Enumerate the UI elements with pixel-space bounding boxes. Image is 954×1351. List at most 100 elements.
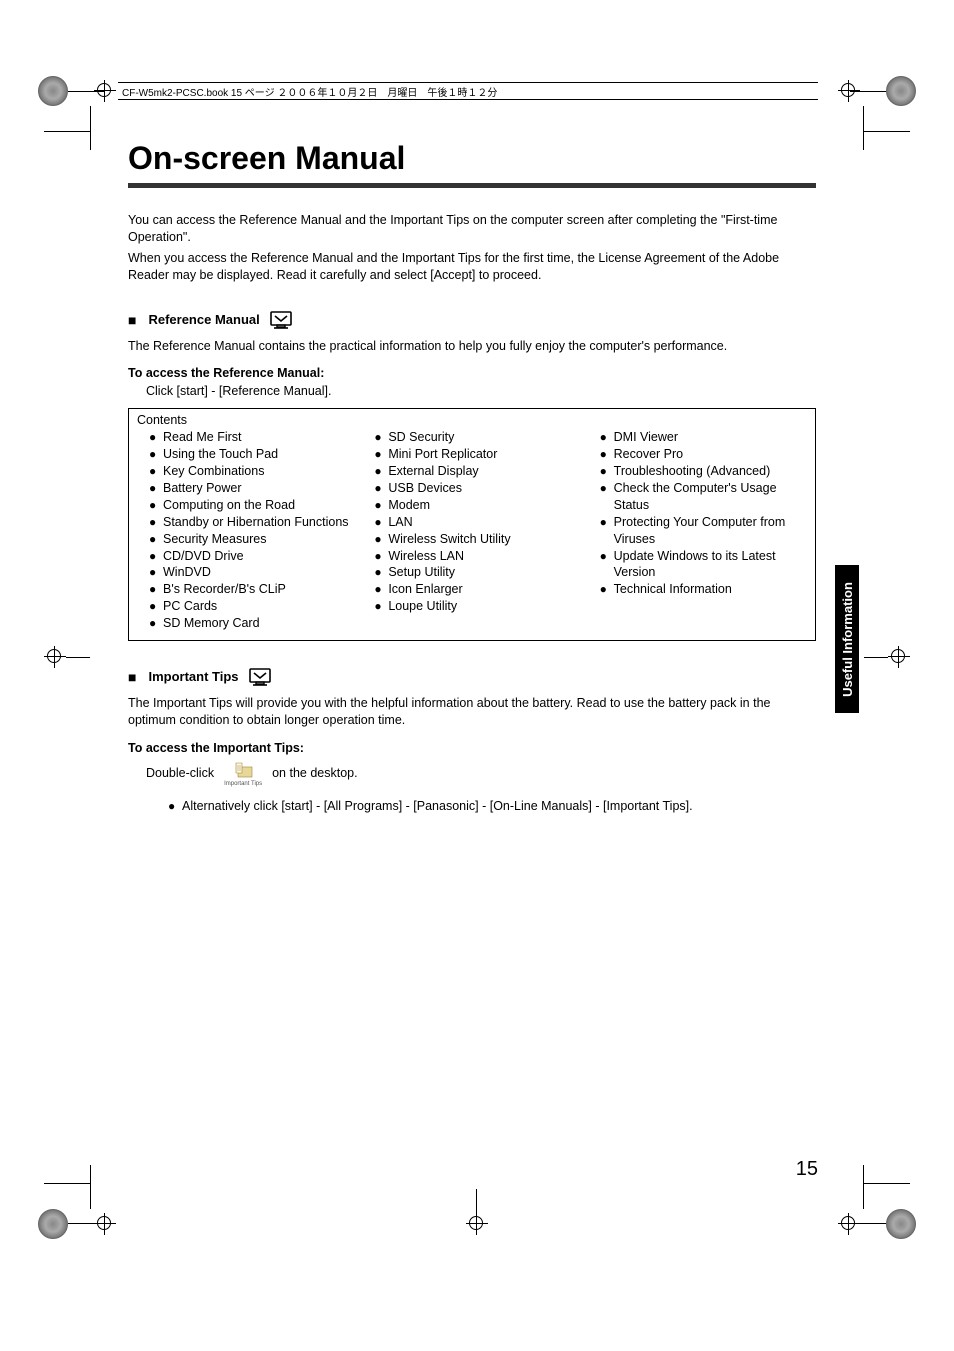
contents-item: ●External Display [362,463,581,480]
round-bullet-icon: ● [168,799,182,813]
round-bullet-icon: ● [374,531,388,548]
crop-target-tr [838,80,860,102]
round-bullet-icon: ● [149,446,163,463]
contents-item: ●B's Recorder/B's CLiP [137,581,356,598]
contents-item-text: Key Combinations [163,463,264,480]
page-number: 15 [796,1158,818,1181]
contents-item: ●Technical Information [588,581,807,598]
contents-item: ●Wireless Switch Utility [362,531,581,548]
contents-item: ●DMI Viewer [588,429,807,446]
contents-item: ●USB Devices [362,480,581,497]
double-click-line: Double-click Important Tips on the deskt… [146,759,816,787]
contents-item-text: Computing on the Road [163,497,295,514]
contents-item: ●Mini Port Replicator [362,446,581,463]
round-bullet-icon: ● [600,548,614,582]
crop-line [90,1165,91,1209]
round-bullet-icon: ● [374,429,388,446]
contents-item-text: LAN [388,514,412,531]
contents-item: ●Using the Touch Pad [137,446,356,463]
contents-item-text: SD Security [388,429,454,446]
crop-circle-tl [38,76,68,106]
contents-item-text: Loupe Utility [388,598,457,615]
crop-line [476,1189,477,1213]
print-header: CF-W5mk2-PCSC.book 15 ページ ２００６年１０月２日 月曜日… [118,82,818,100]
contents-item: ●SD Security [362,429,581,446]
crop-line [864,657,888,658]
contents-item-text: Security Measures [163,531,267,548]
contents-item: ●Read Me First [137,429,356,446]
crop-circle-br [886,1209,916,1239]
double-click-before: Double-click [146,766,214,780]
page-title: On-screen Manual [128,140,816,177]
contents-title: Contents [137,413,807,427]
round-bullet-icon: ● [149,615,163,632]
alternative-access-line: ● Alternatively click [start] - [All Pro… [168,799,816,813]
contents-item: ●PC Cards [137,598,356,615]
round-bullet-icon: ● [374,497,388,514]
crop-target-bc [466,1213,488,1235]
crop-line [90,106,91,150]
contents-item-text: Update Windows to its Latest Version [614,548,807,582]
contents-item: ●Computing on the Road [137,497,356,514]
contents-item-text: Modem [388,497,430,514]
crop-target-tl [94,80,116,102]
crop-target-bl [94,1213,116,1235]
page: CF-W5mk2-PCSC.book 15 ページ ２００６年１０月２日 月曜日… [0,0,954,1351]
round-bullet-icon: ● [149,564,163,581]
double-click-after: on the desktop. [272,766,357,780]
round-bullet-icon: ● [149,497,163,514]
side-tab: Useful Information [835,565,859,713]
crop-target-br [838,1213,860,1235]
crop-line [863,106,864,150]
manual-icon [247,667,273,687]
contents-item-text: Wireless LAN [388,548,464,565]
contents-item: ●Troubleshooting (Advanced) [588,463,807,480]
round-bullet-icon: ● [149,429,163,446]
side-tab-text: Useful Information [840,582,855,697]
round-bullet-icon: ● [149,514,163,531]
contents-item-text: Icon Enlarger [388,581,462,598]
contents-item: ●Wireless LAN [362,548,581,565]
contents-item-text: Standby or Hibernation Functions [163,514,349,531]
round-bullet-icon: ● [149,480,163,497]
round-bullet-icon: ● [374,446,388,463]
contents-item-text: Using the Touch Pad [163,446,278,463]
important-tips-access-label: To access the Important Tips: [128,741,816,755]
contents-item-text: CD/DVD Drive [163,548,244,565]
contents-item-text: USB Devices [388,480,462,497]
round-bullet-icon: ● [600,480,614,514]
contents-item: ●Setup Utility [362,564,581,581]
contents-item: ●Standby or Hibernation Functions [137,514,356,531]
contents-item: ●Update Windows to its Latest Version [588,548,807,582]
contents-columns: ●Read Me First●Using the Touch Pad●Key C… [137,429,807,632]
contents-item: ●LAN [362,514,581,531]
contents-item-text: Setup Utility [388,564,455,581]
round-bullet-icon: ● [149,581,163,598]
important-tips-desc: The Important Tips will provide you with… [128,695,816,729]
intro-paragraph-1: You can access the Reference Manual and … [128,212,816,246]
round-bullet-icon: ● [600,446,614,463]
ref-manual-access-label: To access the Reference Manual: [128,366,816,380]
contents-item: ●Icon Enlarger [362,581,581,598]
crop-line [864,131,910,132]
contents-item-text: Protecting Your Computer from Viruses [614,514,807,548]
contents-item: ●CD/DVD Drive [137,548,356,565]
contents-item-text: Read Me First [163,429,242,446]
contents-item-text: B's Recorder/B's CLiP [163,581,286,598]
contents-item: ●Security Measures [137,531,356,548]
print-header-text: CF-W5mk2-PCSC.book 15 ページ ２００６年１０月２日 月曜日… [122,84,497,99]
ref-manual-access-step: Click [start] - [Reference Manual]. [146,384,816,398]
ref-manual-header: ■ Reference Manual [128,310,816,330]
contents-item: ●WinDVD [137,564,356,581]
contents-item: ●Key Combinations [137,463,356,480]
round-bullet-icon: ● [374,564,388,581]
important-tips-header: ■ Important Tips [128,667,816,687]
contents-item: ●Modem [362,497,581,514]
crop-circle-bl [38,1209,68,1239]
round-bullet-icon: ● [600,514,614,548]
round-bullet-icon: ● [374,581,388,598]
round-bullet-icon: ● [149,598,163,615]
crop-line [44,131,90,132]
round-bullet-icon: ● [600,429,614,446]
crop-target-ml [44,646,66,668]
